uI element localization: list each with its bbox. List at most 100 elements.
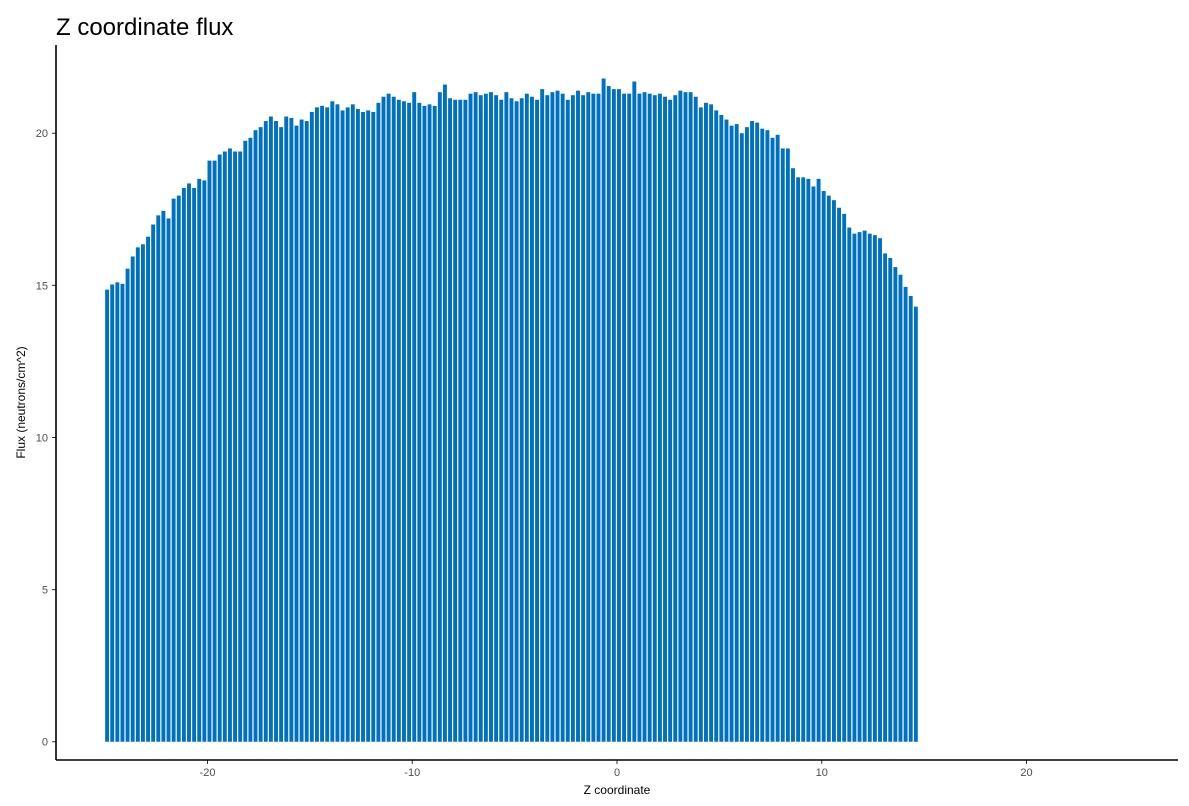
bar xyxy=(596,93,601,742)
x-tick-label: 20 xyxy=(1020,767,1032,779)
bar xyxy=(263,121,268,742)
bar xyxy=(755,122,760,742)
bar xyxy=(529,96,534,742)
bar xyxy=(120,283,125,742)
bar xyxy=(878,238,882,742)
bar xyxy=(601,78,606,742)
bar xyxy=(396,99,401,742)
bar xyxy=(391,96,396,742)
bar xyxy=(335,104,340,742)
bar xyxy=(857,232,862,742)
bar xyxy=(765,130,770,742)
bar xyxy=(330,101,335,742)
bar xyxy=(903,286,908,742)
bar xyxy=(519,98,524,742)
bar xyxy=(432,105,437,742)
bar xyxy=(647,93,652,742)
bar xyxy=(483,93,488,742)
bar xyxy=(514,101,519,742)
bar xyxy=(217,154,222,742)
bar xyxy=(386,93,391,742)
bar xyxy=(412,92,417,742)
bar xyxy=(115,282,120,742)
bar xyxy=(243,140,248,742)
x-axis-ticks: -20 -10 0 10 20 xyxy=(200,760,1033,779)
bar xyxy=(181,188,186,742)
bar xyxy=(801,177,806,742)
bars-group xyxy=(105,78,918,742)
bar xyxy=(161,210,166,742)
bar xyxy=(417,102,422,742)
bar xyxy=(806,178,811,742)
bar xyxy=(540,89,545,742)
bar xyxy=(504,92,509,742)
bar xyxy=(862,230,867,742)
bar xyxy=(366,110,371,742)
bar xyxy=(248,137,253,742)
bar xyxy=(320,105,325,742)
bar xyxy=(402,101,406,742)
bar xyxy=(448,98,453,742)
bar xyxy=(826,195,831,742)
bar xyxy=(253,130,258,742)
bar xyxy=(222,151,227,742)
bar xyxy=(883,253,888,742)
bar xyxy=(202,180,207,742)
bar xyxy=(683,92,688,742)
bar xyxy=(151,224,156,742)
bar xyxy=(663,96,667,742)
bar xyxy=(110,284,115,742)
bar xyxy=(724,119,729,742)
bar xyxy=(309,111,314,742)
chart-title: Z coordinate flux xyxy=(56,14,234,41)
bar xyxy=(284,116,289,742)
bar xyxy=(258,127,263,742)
bar xyxy=(606,86,611,742)
bar xyxy=(780,148,785,742)
bar xyxy=(427,104,432,742)
bar xyxy=(458,99,463,742)
bar xyxy=(340,110,345,742)
bar xyxy=(791,168,795,742)
bar xyxy=(570,95,575,742)
bar xyxy=(760,128,765,742)
x-axis-label: Z coordinate xyxy=(584,783,651,797)
y-tick-label: 5 xyxy=(42,585,48,597)
bar xyxy=(627,93,632,742)
bar xyxy=(355,108,360,742)
bar xyxy=(637,93,642,742)
bar xyxy=(550,92,555,742)
bar xyxy=(898,274,903,742)
bar xyxy=(796,177,801,742)
bar xyxy=(207,160,212,742)
bar xyxy=(811,186,816,742)
bar xyxy=(576,90,580,742)
y-axis-label: Flux (neutrons/cm^2) xyxy=(14,346,28,458)
x-tick-label: -10 xyxy=(404,767,420,779)
bar xyxy=(463,99,468,742)
bar xyxy=(345,107,350,742)
bar xyxy=(268,116,273,742)
bar xyxy=(852,233,857,742)
x-tick-label: 0 xyxy=(614,767,620,779)
bar xyxy=(657,93,662,742)
bar xyxy=(468,93,473,742)
bar xyxy=(867,233,872,742)
bar xyxy=(739,133,744,742)
bar xyxy=(473,92,478,742)
bar xyxy=(581,95,586,742)
bar xyxy=(422,105,427,742)
bar xyxy=(227,148,232,742)
bar xyxy=(315,107,319,742)
bar xyxy=(371,111,376,742)
y-tick-label: 10 xyxy=(36,432,48,444)
bar xyxy=(750,121,754,742)
bar xyxy=(668,99,673,742)
bar xyxy=(586,92,591,742)
bar xyxy=(785,148,790,742)
bar xyxy=(233,151,238,742)
bar xyxy=(130,256,135,742)
bar xyxy=(744,127,749,742)
bar xyxy=(187,183,191,742)
bar xyxy=(489,92,493,742)
